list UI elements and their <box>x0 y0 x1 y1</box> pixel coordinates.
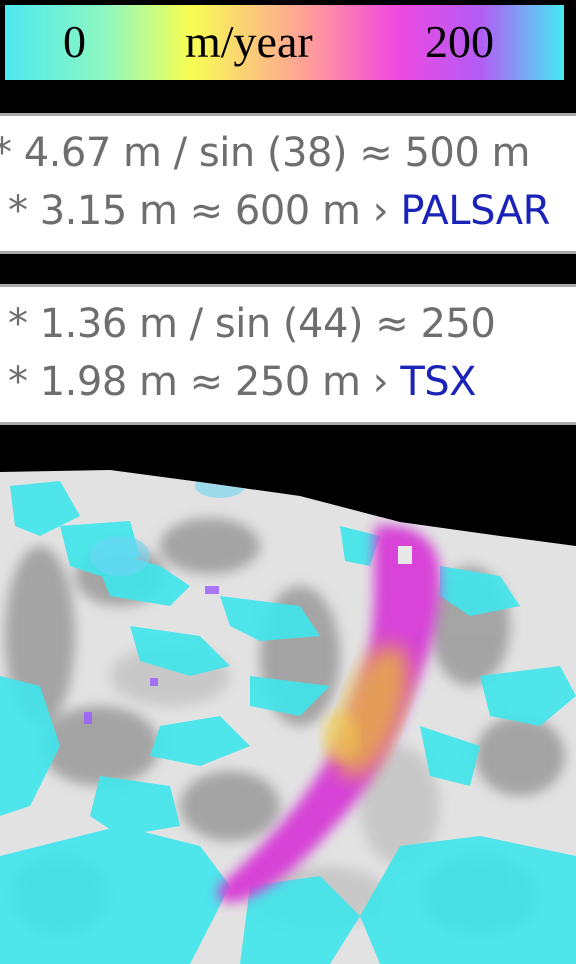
tsx-sensor-label: TSX <box>400 359 477 405</box>
scale-min-label: 0 <box>63 16 86 67</box>
palsar-azimuth-text: * 3.15 m ≈ 600 m › <box>8 188 389 234</box>
palsar-ground-range-text: * 4.67 m / sin (38) ≈ 500 m <box>0 130 530 176</box>
velocity-color-scale: 0 m/year 200 <box>3 3 566 82</box>
velocity-map-image <box>0 470 576 964</box>
palsar-sensor-label: PALSAR <box>400 188 550 234</box>
scale-unit-label: m/year <box>185 16 313 67</box>
fast-flow-channel <box>217 525 440 903</box>
palsar-resolution-panel: * 4.67 m / sin (38) ≈ 500 m * 3.15 m ≈ 6… <box>0 113 576 254</box>
tsx-ground-range-text: * 1.36 m / sin (44) ≈ 250 <box>8 301 496 347</box>
scale-max-label: 200 <box>425 16 494 67</box>
glacier-velocity-map <box>0 426 576 964</box>
tsx-azimuth-text: * 1.98 m ≈ 250 m › <box>8 359 389 405</box>
tsx-azimuth-line: * 1.98 m ≈ 250 m › TSX <box>8 359 477 405</box>
tsx-resolution-panel: * 1.36 m / sin (44) ≈ 250 * 1.98 m ≈ 250… <box>0 284 576 425</box>
palsar-azimuth-line: * 3.15 m ≈ 600 m › PALSAR <box>8 191 550 231</box>
